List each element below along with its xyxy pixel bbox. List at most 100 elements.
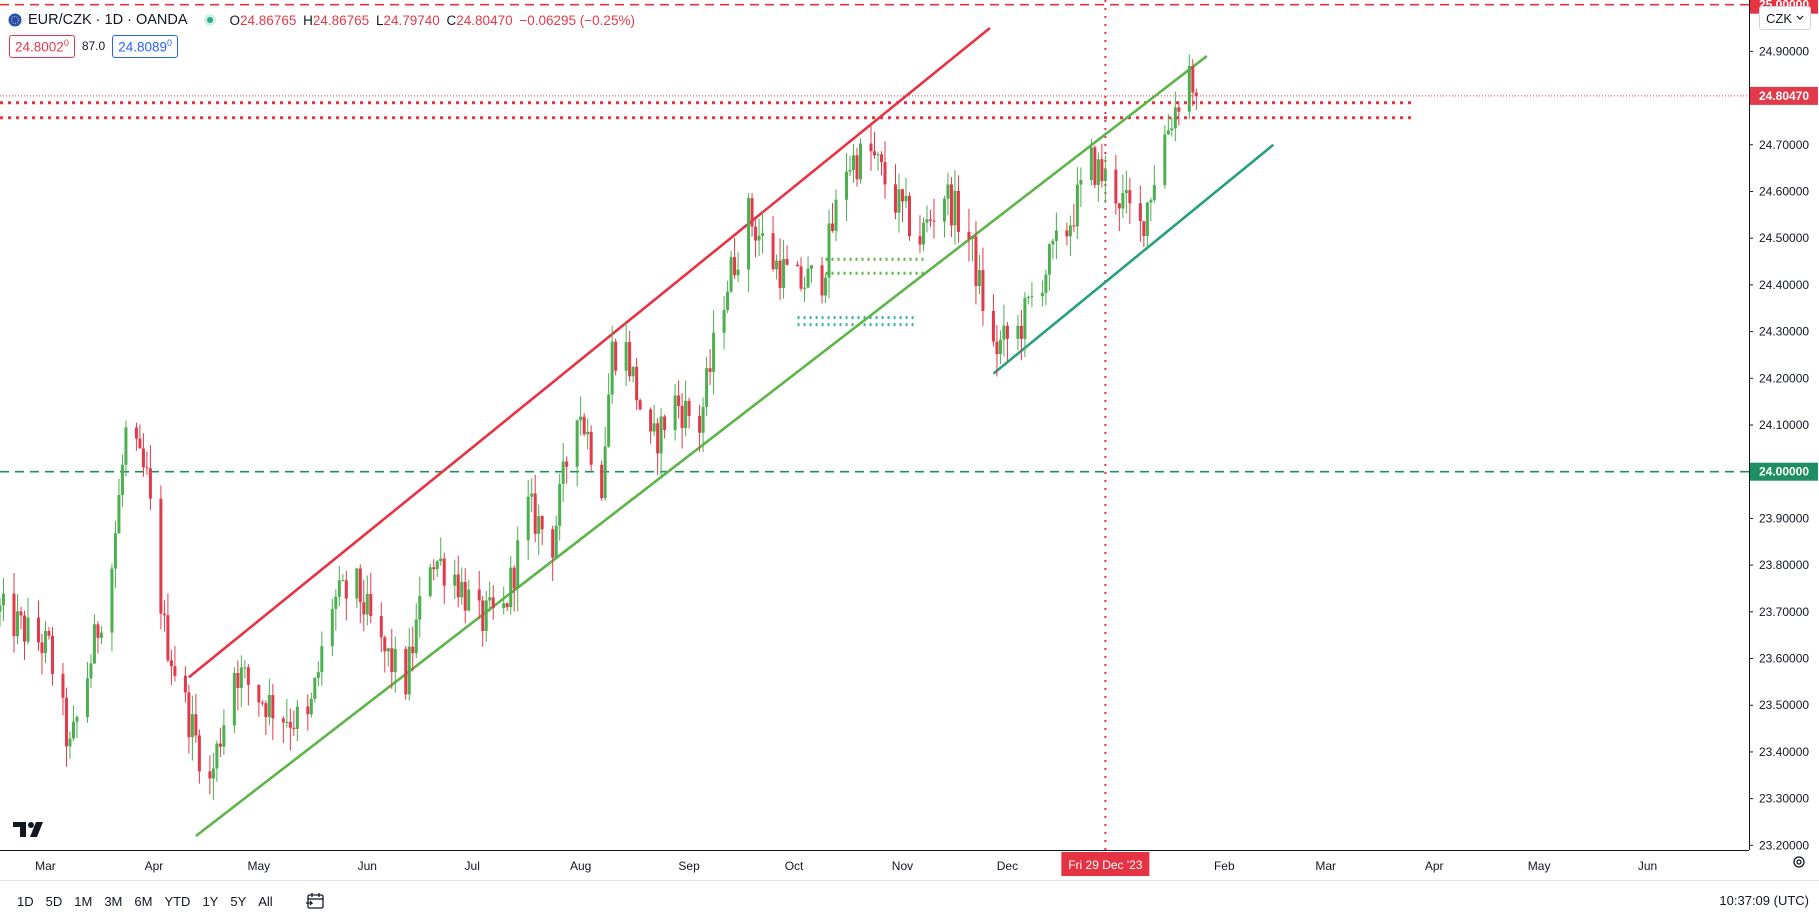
candle-body — [96, 624, 100, 638]
candle-body — [603, 446, 607, 499]
range-3m-button[interactable]: 3M — [104, 893, 123, 909]
candle-body — [456, 574, 460, 598]
candle-body — [991, 311, 995, 342]
candle-body — [344, 580, 348, 599]
candle-body — [337, 580, 341, 597]
range-1m-button[interactable]: 1M — [74, 893, 93, 909]
range-ytd-button[interactable]: YTD — [164, 893, 191, 909]
price-chart[interactable]: 23.20000 23.30000 23.40000 23.50000 23.60000… — [0, 0, 1819, 880]
range-6m-button[interactable]: 6M — [134, 893, 153, 909]
candle-body — [852, 155, 856, 170]
candle-body — [26, 617, 30, 642]
candle-body — [309, 698, 313, 715]
candle-body — [893, 184, 897, 213]
gear-icon — [1793, 856, 1805, 868]
x-tick-label: Jul — [465, 859, 480, 873]
ohlc-values: O24.86765 H24.86765 L24.79740 C24.80470 … — [230, 13, 638, 28]
range-1d-button[interactable]: 1D — [17, 893, 34, 909]
candle-body — [722, 310, 726, 333]
x-tick-label: Mar — [1315, 859, 1336, 873]
spread-value: 87.0 — [81, 39, 106, 54]
candle-body — [99, 632, 103, 638]
candle-body — [383, 637, 387, 652]
candle-body — [190, 714, 194, 738]
candle-body — [530, 493, 534, 497]
x-tick-label: Feb — [1214, 859, 1235, 873]
buy-button[interactable]: 24.80890 — [112, 35, 179, 58]
candle-body — [687, 400, 691, 416]
candle-body — [379, 616, 383, 638]
buy-price: 24.8089 — [118, 39, 167, 55]
candle-body — [236, 673, 240, 688]
candle-body — [582, 416, 586, 435]
candle-body — [169, 660, 173, 667]
x-tick-label: Dec — [997, 859, 1018, 873]
candle-body — [271, 695, 275, 719]
candle-body — [1089, 147, 1093, 181]
candle-body — [330, 608, 334, 647]
candle-body — [313, 677, 317, 699]
candle-body — [1044, 274, 1048, 293]
range-all-button[interactable]: All — [258, 893, 273, 909]
candle-body — [624, 341, 628, 371]
candle-body — [257, 684, 261, 703]
candle-body — [145, 467, 149, 469]
candle-body — [981, 270, 985, 312]
x-tick-label: Mar — [35, 859, 56, 873]
symbol-title[interactable]: EUR/CZK · 1D · OANDA — [28, 12, 188, 28]
candle-body — [677, 395, 681, 407]
candle-body — [1030, 296, 1034, 298]
candle-body — [89, 663, 93, 679]
candle-body — [803, 287, 807, 289]
candle-body — [775, 260, 779, 270]
tradingview-logo[interactable] — [13, 820, 51, 838]
candle-body — [1187, 66, 1191, 112]
range-5y-button[interactable]: 5Y — [230, 893, 247, 909]
candle-body — [921, 222, 925, 245]
candle-body — [733, 257, 737, 276]
y-tick-label: 23.30000 — [1759, 792, 1809, 806]
candle-body — [187, 692, 191, 738]
candle-body — [705, 368, 709, 407]
ohlc-change-value: −0.06295 (−0.25%) — [519, 12, 635, 28]
candle-body — [1093, 147, 1097, 185]
candle-body — [1040, 292, 1044, 297]
ohlc-low-value: 24.79740 — [383, 12, 440, 28]
candle-body — [995, 341, 999, 355]
candle-body — [879, 154, 883, 162]
ohlc-high-value: 24.86765 — [312, 12, 370, 28]
candle-body — [183, 675, 187, 693]
candle-body — [824, 277, 828, 296]
candle-body — [1177, 107, 1181, 112]
candle-body — [477, 589, 481, 601]
candle-body — [782, 258, 786, 288]
sell-button[interactable]: 24.80020 — [9, 35, 75, 58]
trend-line-teal — [992, 143, 1275, 375]
chart-settings-button[interactable] — [1789, 852, 1809, 872]
candle-body — [40, 642, 44, 654]
candle-body — [831, 223, 835, 231]
candle-body — [414, 619, 418, 654]
candle-body — [977, 270, 981, 287]
candle-body — [949, 184, 953, 226]
x-tick-label: Aug — [570, 859, 591, 873]
calendar-icon — [305, 893, 324, 909]
candle-body — [1005, 325, 1009, 339]
candle-body — [15, 611, 19, 637]
candles — [0, 54, 1198, 800]
range-5d-button[interactable]: 5D — [45, 893, 63, 909]
x-tick-label: Oct — [785, 859, 804, 873]
goto-date-button[interactable] — [302, 888, 330, 914]
candle-body — [820, 265, 824, 296]
candle-body — [502, 603, 506, 608]
crosshair-date-label: Fri 29 Dec '23 — [1068, 858, 1143, 872]
candle-body — [1054, 230, 1058, 241]
candle-body — [404, 648, 408, 695]
candle-body — [1068, 225, 1072, 237]
candle-body — [47, 630, 51, 636]
candle-body — [680, 406, 684, 429]
candle-body — [953, 190, 957, 226]
candle-body — [726, 291, 730, 311]
currency-select[interactable]: CZK — [1759, 6, 1811, 30]
range-1y-button[interactable]: 1Y — [202, 893, 219, 909]
